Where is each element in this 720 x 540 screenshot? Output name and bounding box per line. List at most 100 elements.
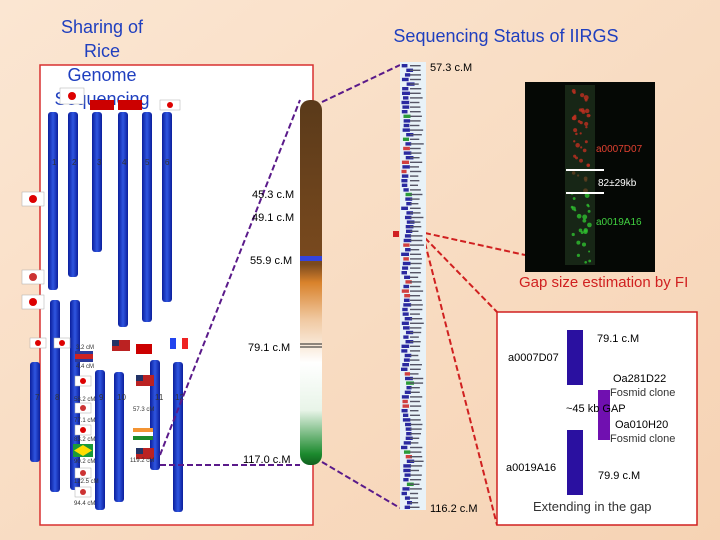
contig <box>401 367 408 371</box>
signal <box>573 154 577 158</box>
contig-name <box>410 506 420 508</box>
signal <box>580 146 583 149</box>
contig-name <box>410 423 423 426</box>
contig-name <box>410 216 424 219</box>
chromosome-number: 10 <box>117 393 126 402</box>
contig <box>401 344 410 348</box>
contig <box>402 404 410 408</box>
flag-dot <box>35 340 41 346</box>
contig-name <box>410 318 423 320</box>
marker-label: 94.4 cM <box>74 501 95 507</box>
flag-dot <box>80 427 86 433</box>
contig <box>405 192 412 197</box>
signal <box>571 88 576 93</box>
contig <box>405 340 414 344</box>
contig <box>403 151 412 155</box>
marker-label: 122.5 cM <box>74 479 99 485</box>
contig-name <box>410 161 423 163</box>
signal <box>575 132 578 136</box>
flag-canton <box>136 448 143 454</box>
contig <box>403 335 409 339</box>
contig-name <box>410 345 421 347</box>
flag-india <box>133 436 153 440</box>
contig-name <box>410 368 421 370</box>
signal <box>579 120 583 125</box>
contig-name <box>410 336 419 338</box>
contig <box>406 386 412 390</box>
contig-name <box>410 446 423 449</box>
connector <box>321 461 401 509</box>
chromosome <box>300 100 322 465</box>
chromosome-bar <box>150 360 160 470</box>
signal <box>580 108 585 113</box>
fish-gap-label: 82±29kb <box>598 178 637 189</box>
signal <box>585 108 590 114</box>
contig-name <box>410 134 422 136</box>
chromosome-number: 12 <box>175 393 184 402</box>
contig <box>406 432 412 436</box>
signal <box>572 115 577 121</box>
signal <box>579 158 583 163</box>
contig-name <box>410 285 421 288</box>
flag-india <box>133 432 153 436</box>
contig-name <box>410 170 422 173</box>
contig-name <box>410 147 421 150</box>
contig-name <box>410 230 419 232</box>
signal <box>576 253 581 257</box>
contig <box>403 464 412 468</box>
contig <box>404 505 411 509</box>
chromosome-number: 3 <box>97 158 102 167</box>
signal <box>588 259 592 263</box>
contig <box>405 280 412 284</box>
contig-name <box>410 299 422 301</box>
contig <box>403 441 411 445</box>
contig <box>401 289 409 293</box>
contig-name <box>410 304 423 306</box>
contig-name <box>410 428 422 430</box>
left-title-line: Sharing of <box>61 17 144 37</box>
flag-dot <box>80 489 86 495</box>
contig-name <box>410 120 421 122</box>
contig <box>406 211 414 215</box>
chromosome-number: 2 <box>72 158 77 167</box>
contig-name <box>410 341 421 343</box>
contig <box>401 110 408 114</box>
contig <box>403 450 411 454</box>
left-title-line: Genome <box>67 65 136 85</box>
contig-name <box>410 212 421 214</box>
contig <box>405 330 414 335</box>
contig <box>405 229 413 233</box>
connector <box>159 99 301 456</box>
signal <box>587 209 591 213</box>
contig <box>403 123 410 128</box>
connector <box>321 64 401 103</box>
flag-france-part <box>136 344 152 354</box>
signal <box>576 213 582 219</box>
contig-name <box>410 469 420 472</box>
contig-name <box>410 387 420 389</box>
contig <box>403 478 409 482</box>
contig-name <box>410 184 419 186</box>
contig-name <box>410 414 420 416</box>
contig <box>401 395 409 399</box>
chromosome-number: 1 <box>52 158 57 167</box>
position-label: 117.0 c.M <box>243 454 291 466</box>
contig <box>406 68 414 72</box>
flag-dot <box>80 378 86 384</box>
contig-name <box>410 106 421 108</box>
flag-dot <box>59 340 65 346</box>
contig <box>405 422 412 427</box>
contig-name <box>410 78 421 81</box>
flag-dot <box>167 102 173 108</box>
contig-name <box>410 166 420 168</box>
contig-name <box>410 437 420 439</box>
contig-name <box>410 483 420 485</box>
contig-name <box>410 175 419 177</box>
contig-column <box>393 62 426 510</box>
contig <box>405 455 413 459</box>
gap-label: Oa281D22 <box>613 373 666 385</box>
flag-brazil-diamond <box>74 445 92 456</box>
contig <box>402 165 410 169</box>
